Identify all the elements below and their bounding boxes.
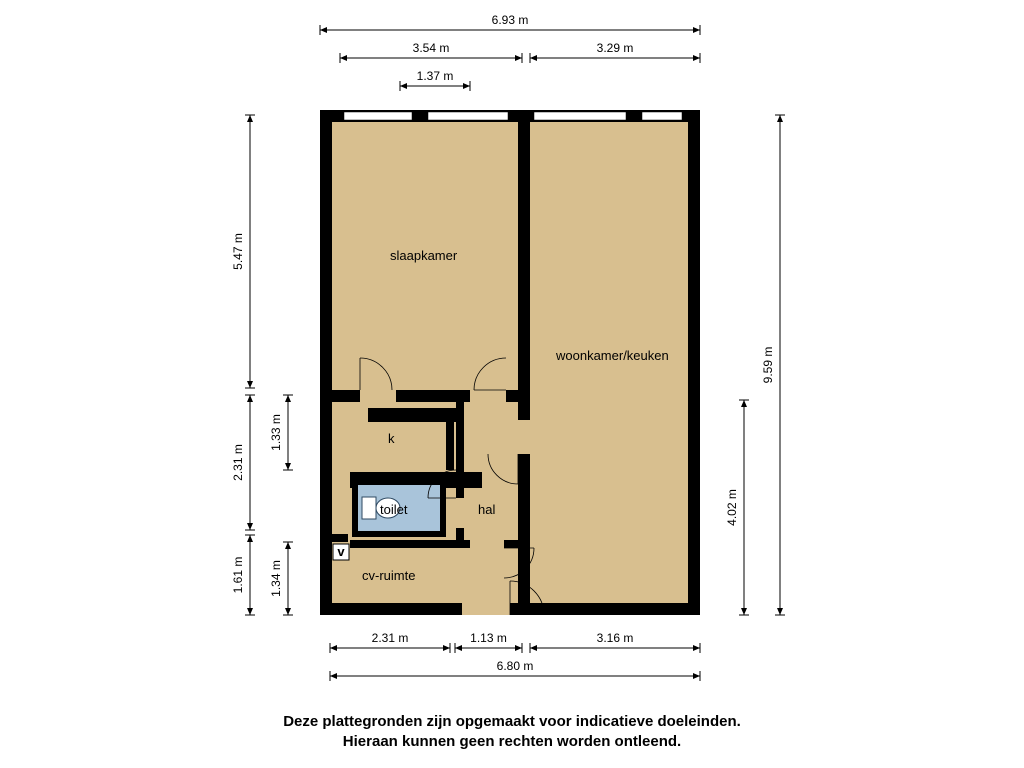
window	[428, 112, 508, 120]
room-label-k: k	[388, 431, 395, 446]
room-label-cv: cv-ruimte	[362, 568, 415, 583]
room-label-toilet: toilet	[380, 502, 408, 517]
caption-line-2: Hieraan kunnen geen rechten worden ontle…	[343, 733, 681, 750]
dimension-right_inner: 4.02 m	[725, 489, 739, 526]
dimension-left_low: 1.61 m	[231, 557, 245, 594]
dimension-left_mid_in: 1.33 m	[269, 414, 283, 451]
window	[642, 112, 682, 120]
svg-text:v: v	[337, 544, 345, 559]
room-label-woonkamer: woonkamer/keuken	[555, 348, 669, 363]
dimension-left_outer: 5.47 m	[231, 233, 245, 270]
dimension-left_low_in: 1.34 m	[269, 560, 283, 597]
dimension-top_right: 3.29 m	[597, 41, 634, 55]
dimension-top_outer: 6.93 m	[492, 13, 529, 27]
dimension-bot_1: 2.31 m	[372, 631, 409, 645]
dimension-left_mid: 2.31 m	[231, 444, 245, 481]
dimension-bot_2: 1.13 m	[470, 631, 507, 645]
window	[534, 112, 626, 120]
dimension-top_inset: 1.37 m	[417, 69, 454, 83]
caption-line-1: Deze plattegronden zijn opgemaakt voor i…	[283, 713, 741, 730]
dimension-bot_outer: 6.80 m	[497, 659, 534, 673]
dimension-bot_3: 3.16 m	[597, 631, 634, 645]
dimension-right_outer: 9.59 m	[761, 347, 775, 384]
window	[344, 112, 412, 120]
dimension-top_left: 3.54 m	[413, 41, 450, 55]
wall-interior-vertical	[518, 110, 530, 615]
room-label-hal: hal	[478, 502, 495, 517]
floorplan-svg: v slaapkamer woonkamer/keuken k toilet hal cv-…	[0, 0, 1024, 768]
room-label-slaapkamer: slaapkamer	[390, 248, 458, 263]
